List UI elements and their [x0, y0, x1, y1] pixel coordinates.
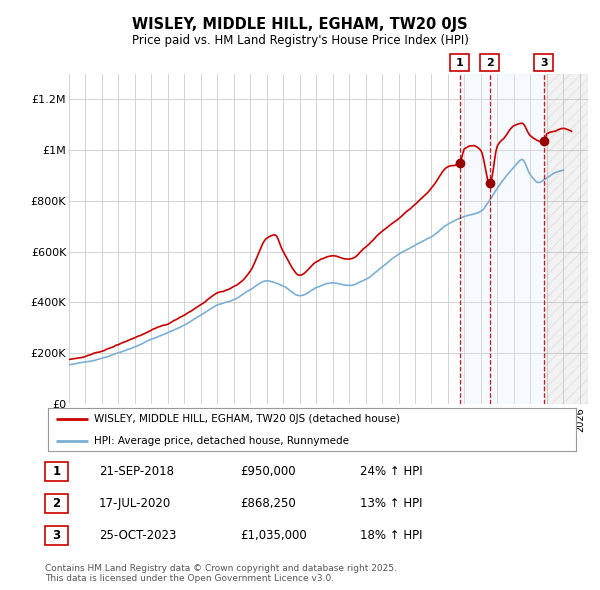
Bar — [460, 74, 490, 404]
Text: 21-SEP-2018: 21-SEP-2018 — [99, 465, 174, 478]
Text: 3: 3 — [52, 529, 61, 542]
Text: 2: 2 — [52, 497, 61, 510]
Text: 1: 1 — [52, 465, 61, 478]
Text: 17-JUL-2020: 17-JUL-2020 — [99, 497, 171, 510]
Text: 25-OCT-2023: 25-OCT-2023 — [99, 529, 176, 542]
Text: Price paid vs. HM Land Registry's House Price Index (HPI): Price paid vs. HM Land Registry's House … — [131, 34, 469, 47]
Text: 13% ↑ HPI: 13% ↑ HPI — [360, 497, 422, 510]
Text: Contains HM Land Registry data © Crown copyright and database right 2025.
This d: Contains HM Land Registry data © Crown c… — [45, 563, 397, 583]
Text: WISLEY, MIDDLE HILL, EGHAM, TW20 0JS: WISLEY, MIDDLE HILL, EGHAM, TW20 0JS — [132, 17, 468, 31]
Text: £868,250: £868,250 — [240, 497, 296, 510]
Text: 1: 1 — [456, 58, 464, 67]
Text: 3: 3 — [540, 58, 548, 67]
Text: 18% ↑ HPI: 18% ↑ HPI — [360, 529, 422, 542]
Text: £1,035,000: £1,035,000 — [240, 529, 307, 542]
Text: 2: 2 — [486, 58, 494, 67]
Text: £950,000: £950,000 — [240, 465, 296, 478]
Text: HPI: Average price, detached house, Runnymede: HPI: Average price, detached house, Runn… — [94, 435, 349, 445]
Bar — [544, 74, 588, 404]
Text: 24% ↑ HPI: 24% ↑ HPI — [360, 465, 422, 478]
Bar — [490, 74, 544, 404]
Text: WISLEY, MIDDLE HILL, EGHAM, TW20 0JS (detached house): WISLEY, MIDDLE HILL, EGHAM, TW20 0JS (de… — [94, 414, 401, 424]
